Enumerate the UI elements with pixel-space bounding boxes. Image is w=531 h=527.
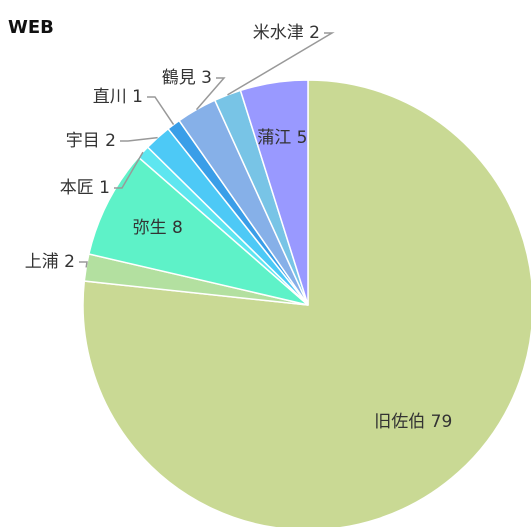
slice-label-value: 1 bbox=[132, 87, 143, 107]
slice-label-name: 本匠 bbox=[60, 178, 94, 198]
slice-label-value: 8 bbox=[172, 218, 183, 238]
slice-label: 米水津 2 bbox=[253, 23, 320, 43]
slice-label-name: 蒲江 bbox=[257, 128, 291, 148]
slice-label-value: 2 bbox=[105, 131, 116, 151]
chart-title: WEB bbox=[8, 17, 54, 38]
slice-label-value: 2 bbox=[64, 252, 75, 272]
slice-label: 上浦 2 bbox=[25, 252, 75, 272]
slice-label-value: 3 bbox=[201, 68, 212, 88]
slice-label-value: 1 bbox=[99, 178, 110, 198]
leader-line bbox=[227, 32, 335, 96]
leader-line bbox=[114, 151, 144, 189]
leader-line bbox=[147, 96, 175, 126]
pie-slice bbox=[239, 79, 309, 306]
slice-label: 旧佐伯 79 bbox=[374, 412, 452, 432]
slice-label: 本匠 1 bbox=[60, 178, 110, 198]
slice-label-value: 79 bbox=[431, 412, 453, 432]
slice-label: 宇目 2 bbox=[66, 131, 116, 151]
slice-label: 鶴見 3 bbox=[162, 68, 212, 88]
slice-label-name: 旧佐伯 bbox=[374, 412, 425, 432]
pie-slice bbox=[87, 156, 309, 306]
slice-label: 蒲江 5 bbox=[257, 128, 307, 148]
leader-line bbox=[120, 136, 158, 142]
slice-label-name: 米水津 bbox=[253, 23, 304, 43]
slice-label: 直川 1 bbox=[93, 87, 143, 107]
leader-line bbox=[79, 261, 88, 268]
slice-label-name: 直川 bbox=[93, 87, 127, 107]
slice-label-name: 鶴見 bbox=[162, 68, 196, 88]
slice-label-value: 2 bbox=[309, 23, 320, 43]
pie-slice bbox=[82, 79, 531, 527]
slice-label-name: 宇目 bbox=[66, 131, 100, 151]
slice-label-value: 5 bbox=[297, 128, 308, 148]
slice-label-name: 上浦 bbox=[25, 252, 59, 272]
slice-label: 弥生 8 bbox=[133, 218, 183, 238]
leader-line bbox=[195, 77, 226, 111]
slice-label-name: 弥生 bbox=[133, 218, 167, 238]
